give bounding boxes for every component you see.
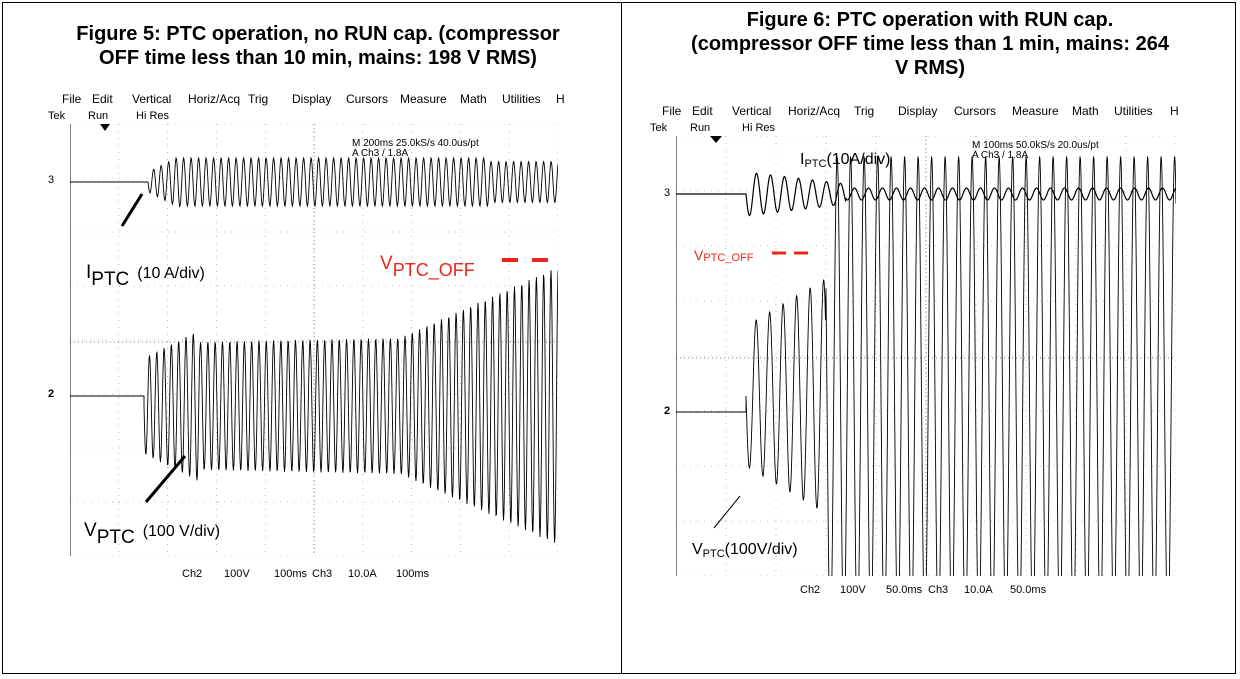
- status-tek: Tek: [650, 122, 668, 134]
- menu-measure[interactable]: Measure: [1012, 104, 1059, 118]
- voltage-label: VPTC (100 V/div): [84, 520, 220, 548]
- current-label-pointer: [120, 193, 144, 227]
- ch3-scale: 10.0A: [348, 568, 377, 580]
- menu-display[interactable]: Display: [292, 92, 332, 106]
- menu-cursors[interactable]: Cursors: [346, 92, 389, 106]
- ptc-voltage-trace: [70, 270, 558, 543]
- ch2-label: Ch2: [800, 584, 821, 596]
- status-hires: Hi Res: [742, 122, 776, 134]
- acquisition-readout-line2: A Ch3 / 1.8A: [352, 148, 408, 159]
- menu-vertical[interactable]: Vertical: [732, 104, 772, 118]
- ptc-current-trace: [676, 172, 1176, 217]
- figure-6-caption-line3: V RMS): [895, 57, 965, 79]
- acquisition-readout-line2: A Ch3 / 1.8A: [972, 150, 1028, 161]
- ch3-timebase: 100ms: [396, 568, 430, 580]
- ch2-scale: 100V: [224, 568, 250, 580]
- ptc-voltage-trace: [676, 156, 1176, 576]
- figure-6-status-row: Tek Run Hi Res: [650, 122, 1210, 136]
- menu-math[interactable]: Math: [1072, 104, 1099, 118]
- ch3-label: Ch3: [312, 568, 333, 580]
- ch3-ground-marker: 3: [664, 187, 671, 199]
- trigger-position-marker-icon: [100, 124, 110, 131]
- figure-5-status-row: Tek Run Hi Res: [48, 110, 608, 124]
- menu-utilities[interactable]: Utilities: [1114, 104, 1153, 118]
- ptc-off-label: VPTC_OFF: [380, 253, 475, 281]
- acquisition-readout-line1: M 100ms 50.0kS/s 20.0us/pt: [972, 140, 1099, 151]
- scope-grid: [676, 136, 1176, 576]
- menu-display[interactable]: Display: [898, 104, 938, 118]
- ptc-off-label: VPTC_OFF: [694, 247, 754, 264]
- figure-5-caption-line1: Figure 5: PTC operation, no RUN cap. (co…: [76, 23, 560, 45]
- scope-grid: [70, 124, 558, 556]
- trigger-position-marker-icon: [710, 136, 722, 143]
- acquisition-readout-line1: M 200ms 25.0kS/s 40.0us/pt: [352, 138, 479, 149]
- figure-6-channel-settings: Ch2 100V 50.0ms Ch3 10.0A 50.0ms: [800, 584, 1100, 598]
- ch3-ground-marker: 3: [48, 174, 55, 186]
- ch2-scale: 100V: [840, 584, 866, 596]
- ch3-label: Ch3: [928, 584, 949, 596]
- current-label: IPTC (10 A/div): [86, 262, 205, 290]
- figure-6-caption-line1: Figure 6: PTC operation with RUN cap.: [746, 9, 1114, 31]
- table-column-divider: [621, 2, 622, 674]
- status-run[interactable]: Run: [88, 110, 109, 122]
- ch2-timebase: 100ms: [274, 568, 308, 580]
- ch2-timebase: 50.0ms: [886, 584, 923, 596]
- figure-5-channel-settings: Ch2 100V 100ms Ch3 10.0A 100ms: [182, 568, 482, 582]
- ptc-current-trace: [70, 156, 558, 208]
- figure-5-caption: Figure 5: PTC operation, no RUN cap. (co…: [20, 22, 616, 70]
- figure-5-caption-line2: OFF time less than 10 min, mains: 198 V …: [99, 47, 537, 69]
- status-run[interactable]: Run: [690, 122, 711, 134]
- menu-cursors[interactable]: Cursors: [954, 104, 997, 118]
- menu-math[interactable]: Math: [460, 92, 487, 106]
- menu-edit[interactable]: Edit: [692, 104, 713, 118]
- menu-utilities[interactable]: Utilities: [502, 92, 541, 106]
- menu-horiz-acq[interactable]: Horiz/Acq: [788, 104, 841, 118]
- ch2-ground-marker: 2: [664, 405, 671, 417]
- voltage-label-pointer: [713, 495, 741, 529]
- figure-6-oscilloscope-plot: M 100ms 50.0kS/s 20.0us/pt A Ch3 / 1.8A …: [676, 136, 1176, 576]
- ch2-ground-marker: 2: [48, 388, 55, 400]
- status-tek: Tek: [48, 110, 66, 122]
- menu-file[interactable]: File: [662, 104, 682, 118]
- menu-trig[interactable]: Trig: [248, 92, 269, 106]
- ch2-label: Ch2: [182, 568, 203, 580]
- figure-6-caption: Figure 6: PTC operation with RUN cap. (c…: [630, 8, 1230, 80]
- menu-file[interactable]: File: [62, 92, 82, 106]
- ch3-timebase: 50.0ms: [1010, 584, 1047, 596]
- figure-5-oscilloscope-plot: M 200ms 25.0kS/s 40.0us/pt A Ch3 / 1.8A …: [70, 124, 558, 556]
- menu-measure[interactable]: Measure: [400, 92, 447, 106]
- menu-vertical[interactable]: Vertical: [132, 92, 172, 106]
- voltage-label: VPTC(100V/div): [692, 541, 798, 560]
- current-label: IPTC(10A/div): [800, 151, 890, 170]
- menu-horiz-acq[interactable]: Horiz/Acq: [188, 92, 241, 106]
- menu-help[interactable]: H: [556, 92, 565, 106]
- ch3-scale: 10.0A: [964, 584, 993, 596]
- figure-6-caption-line2: (compressor OFF time less than 1 min, ma…: [691, 33, 1169, 55]
- menu-help[interactable]: H: [1170, 104, 1179, 118]
- voltage-label-pointer: [144, 455, 187, 503]
- status-hires: Hi Res: [136, 110, 170, 122]
- menu-edit[interactable]: Edit: [92, 92, 113, 106]
- menu-trig[interactable]: Trig: [854, 104, 875, 118]
